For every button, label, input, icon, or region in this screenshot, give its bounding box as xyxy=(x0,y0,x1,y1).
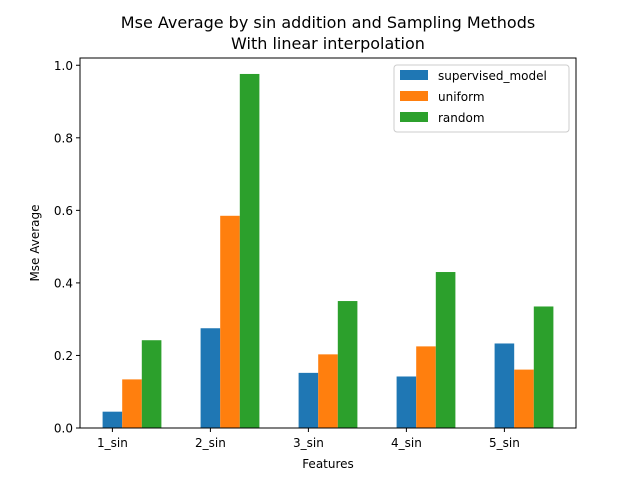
y-tick-label: 0.2 xyxy=(54,349,73,363)
bar-uniform-5_sin xyxy=(514,369,534,428)
chart-subtitle: With linear interpolation xyxy=(231,34,425,53)
x-axis-ticks: 1_sin 2_sin 3_sin 4_sin 5_sin xyxy=(97,428,520,450)
bar-uniform-2_sin xyxy=(220,215,240,428)
x-tick-label-5_sin: 5_sin xyxy=(489,436,520,450)
y-axis-label: Mse Average xyxy=(28,204,42,281)
bars xyxy=(102,73,554,429)
x-tick-label-2_sin: 2_sin xyxy=(195,436,226,450)
legend-swatch-uniform xyxy=(400,91,428,101)
bar-random-3_sin xyxy=(337,301,358,428)
x-tick-label-3_sin: 3_sin xyxy=(293,436,324,450)
y-tick-label: 0.4 xyxy=(54,276,73,290)
bar-supervised_model-2_sin xyxy=(200,328,221,428)
y-tick-label: 1.0 xyxy=(54,59,73,73)
chart-title: Mse Average by sin addition and Sampling… xyxy=(121,13,535,32)
plot-frame xyxy=(79,57,577,429)
bar-uniform-1_sin xyxy=(122,379,142,428)
y-tick-label: 0.6 xyxy=(54,204,73,218)
bar-supervised_model-5_sin xyxy=(494,343,515,428)
y-axis-ticks: 0.0 0.2 0.4 0.6 0.8 1.0 xyxy=(54,59,80,436)
bar-supervised_model-1_sin xyxy=(102,411,123,428)
bar-random-5_sin xyxy=(533,306,554,428)
bar-uniform-3_sin xyxy=(318,354,338,428)
legend-swatch-supervised_model xyxy=(400,70,428,80)
legend-label-supervised_model: supervised_model xyxy=(438,69,547,83)
legend-label-random: random xyxy=(438,111,485,125)
y-tick-label: 0.8 xyxy=(54,131,73,145)
bar-supervised_model-3_sin xyxy=(298,372,319,428)
legend-label-uniform: uniform xyxy=(438,90,485,104)
bar-random-2_sin xyxy=(239,73,260,429)
bar-supervised_model-4_sin xyxy=(396,376,417,428)
bar-random-1_sin xyxy=(141,340,162,428)
y-tick-label: 0.0 xyxy=(54,422,73,436)
x-tick-label-1_sin: 1_sin xyxy=(97,436,128,450)
x-tick-label-4_sin: 4_sin xyxy=(391,436,422,450)
x-axis-label: Features xyxy=(302,457,354,471)
bar-random-4_sin xyxy=(435,272,456,428)
legend-swatch-random xyxy=(400,112,428,122)
legend-frame xyxy=(393,64,570,133)
bar-uniform-4_sin xyxy=(416,346,436,428)
